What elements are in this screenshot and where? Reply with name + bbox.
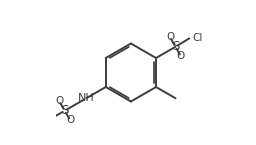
Text: O: O xyxy=(55,96,63,106)
Text: O: O xyxy=(177,51,185,61)
Text: S: S xyxy=(172,40,179,53)
Text: NH: NH xyxy=(78,93,95,103)
Text: O: O xyxy=(166,32,174,42)
Text: S: S xyxy=(61,104,68,117)
Text: O: O xyxy=(66,115,74,125)
Text: Cl: Cl xyxy=(193,33,203,43)
